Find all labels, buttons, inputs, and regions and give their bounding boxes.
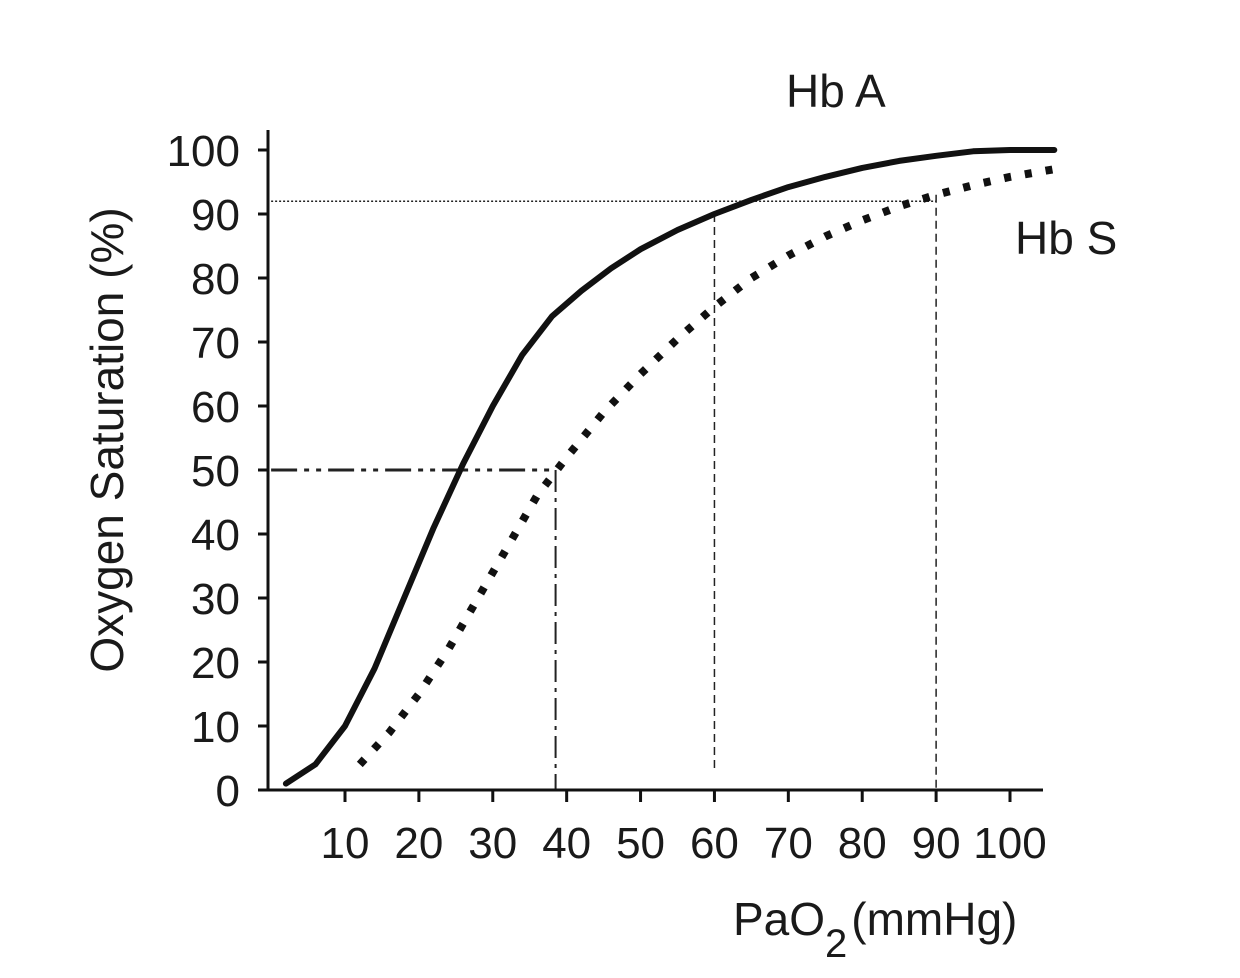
y-tick-label: 0 xyxy=(216,767,240,816)
y-axis-title: Oxygen Saturation (%) xyxy=(81,207,133,672)
x-axis-title-main: PaO xyxy=(733,893,825,945)
y-tick-label: 80 xyxy=(191,255,240,304)
y-tick-label: 40 xyxy=(191,511,240,560)
axes xyxy=(266,130,1043,792)
x-axis-title-subscript: 2 xyxy=(825,922,847,966)
x-axis-title: PaO2(mmHg) xyxy=(733,893,1017,966)
x-tick-label: 90 xyxy=(912,819,961,868)
reference-lines xyxy=(271,194,937,790)
y-tick-label: 30 xyxy=(191,575,240,624)
series-line-hb-a xyxy=(282,147,1058,787)
x-tick-label: 30 xyxy=(468,819,517,868)
x-tick-label: 10 xyxy=(321,819,370,868)
x-tick-label: 50 xyxy=(616,819,665,868)
x-tick-label: 40 xyxy=(542,819,591,868)
series-label-hb-a: Hb A xyxy=(786,65,886,117)
y-tick-label: 70 xyxy=(191,319,240,368)
x-tick-label: 70 xyxy=(764,819,813,868)
y-tick-label: 60 xyxy=(191,383,240,432)
y-tick-label: 90 xyxy=(191,191,240,240)
y-tick-label: 10 xyxy=(191,703,240,752)
y-tick-label: 100 xyxy=(167,127,240,176)
x-tick-label: 60 xyxy=(690,819,739,868)
x-tick-label: 80 xyxy=(838,819,887,868)
series-line-hb-s xyxy=(356,165,1055,768)
series-lines xyxy=(282,147,1058,787)
y-tick-label: 50 xyxy=(191,447,240,496)
x-tick-label: 20 xyxy=(394,819,443,868)
x-tick-label: 100 xyxy=(973,819,1046,868)
x-axis-title-unit: (mmHg) xyxy=(851,893,1017,945)
series-label-hb-s: Hb S xyxy=(1015,212,1117,264)
y-tick-label: 20 xyxy=(191,639,240,688)
